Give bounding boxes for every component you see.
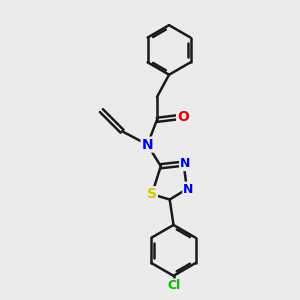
Text: N: N [183, 183, 194, 196]
Text: N: N [180, 157, 190, 170]
Text: S: S [147, 187, 157, 201]
Text: O: O [177, 110, 189, 124]
Text: N: N [142, 138, 153, 152]
Text: Cl: Cl [167, 280, 180, 292]
